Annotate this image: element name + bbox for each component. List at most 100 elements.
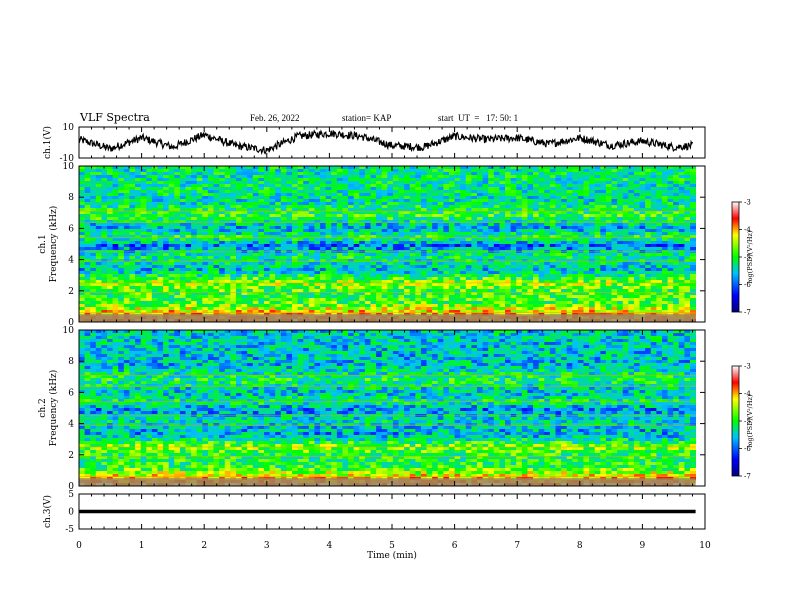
ch1spec-cell [673,277,680,281]
ch1spec-cell [174,181,181,185]
ch1spec-cell [140,202,147,206]
ch1spec-cell [600,178,607,182]
ch1spec-cell [684,229,691,233]
ch1spec-cell [202,256,209,260]
ch1spec-cell [174,229,181,233]
ch1spec-cell [448,262,455,266]
ch1spec-cell [549,193,556,197]
ch1spec-cell [510,214,517,218]
ch1spec-cell [263,205,270,209]
ch1spec-cell [275,283,282,287]
ch1spec-cell [112,256,119,260]
ch1spec-cell [95,226,102,230]
ch1spec-cell [230,259,237,263]
ch1spec-cell [420,220,427,224]
ch1spec-cell [471,244,478,248]
ch1spec-cell [168,292,175,296]
ch1spec-cell [213,208,220,212]
ch1spec-cell [275,247,282,251]
ch1spec-cell [252,256,259,260]
ch1spec-cell [667,235,674,239]
ch1spec-cell [577,202,584,206]
ch1spec-cell [381,166,388,170]
ch1spec-cell [235,301,242,305]
ch1spec-cell [381,286,388,290]
ch1spec-cell [499,268,506,272]
ch1spec-cell [174,214,181,218]
ch1spec-cell [398,232,405,236]
ch1spec-cell [191,196,198,200]
ch1spec-cell [650,259,657,263]
ch1spec-cell [622,256,629,260]
ch1spec-cell [527,226,534,230]
ch1spec-cell [398,193,405,197]
ch1spec-cell [118,286,125,290]
ch1spec-cell [135,292,142,296]
ch1spec-cell [168,286,175,290]
ch1spec-cell [510,199,517,203]
ch1spec-cell [650,241,657,245]
ch1spec-cell [275,241,282,245]
ch1spec-cell [510,262,517,266]
ch1spec-cell [314,232,321,236]
ch1spec-cell [527,229,534,233]
ch1spec-cell [101,268,108,272]
ch1spec-cell [583,196,590,200]
ch1spec-cell [633,271,640,275]
ch1spec-cell [521,235,528,239]
ch1spec-cell [521,232,528,236]
ch1spec-cell [690,265,697,269]
ch1spec-cell [146,172,153,176]
ch1spec-cell [118,301,125,305]
ch1spec-cell [465,274,472,278]
ch1spec-cell [549,292,556,296]
ch1spec-cell [381,187,388,191]
ch1spec-cell [320,259,327,263]
ch1spec-cell [163,226,170,230]
ch1spec-cell [611,178,618,182]
ch1spec-cell [589,208,596,212]
ch1spec-cell [235,295,242,299]
ch1spec-cell [516,295,523,299]
ch1spec-cell [398,199,405,203]
ch1spec-cell [605,178,612,182]
ch1spec-cell [263,274,270,278]
ch1spec-cell [538,208,545,212]
ch1spec-cell [617,259,624,263]
ch1spec-cell [118,265,125,269]
ch1spec-cell [448,223,455,227]
ch1spec-cell [202,223,209,227]
ch1spec-cell [577,211,584,215]
ch1spec-cell [135,235,142,239]
ch1spec-cell [611,265,618,269]
ch1spec-cell [415,280,422,284]
ch1spec-cell [303,271,310,275]
ch1spec-cell [219,262,226,266]
ch1spec-cell [101,253,108,257]
ch1spec-cell [95,190,102,194]
ch1spec-cell [673,232,680,236]
ch1spec-cell [376,175,383,179]
ch1spec-cell [505,289,512,293]
ch1spec-cell [566,229,573,233]
ch1spec-cell [269,232,276,236]
ch1spec-cell [476,280,483,284]
ch1spec-cell [387,187,394,191]
ch1spec-cell [673,268,680,272]
ch1spec-cell [79,271,86,275]
ch1spec-cell [678,289,685,293]
ch1spec-cell [505,169,512,173]
ch1spec-cell [465,202,472,206]
ch1spec-cell [443,169,450,173]
ch1spec-cell [241,181,248,185]
ch1spec-cell [247,202,254,206]
ch1spec-cell [577,169,584,173]
ch1spec-cell [392,223,399,227]
ch1spec-cell [263,226,270,230]
ch1spec-cell [398,184,405,188]
ch1spec-cell [549,223,556,227]
ch1spec-cell [213,277,220,281]
ch1spec-cell [432,214,439,218]
ch1spec-cell [101,193,108,197]
ch1spec-cell [650,280,657,284]
